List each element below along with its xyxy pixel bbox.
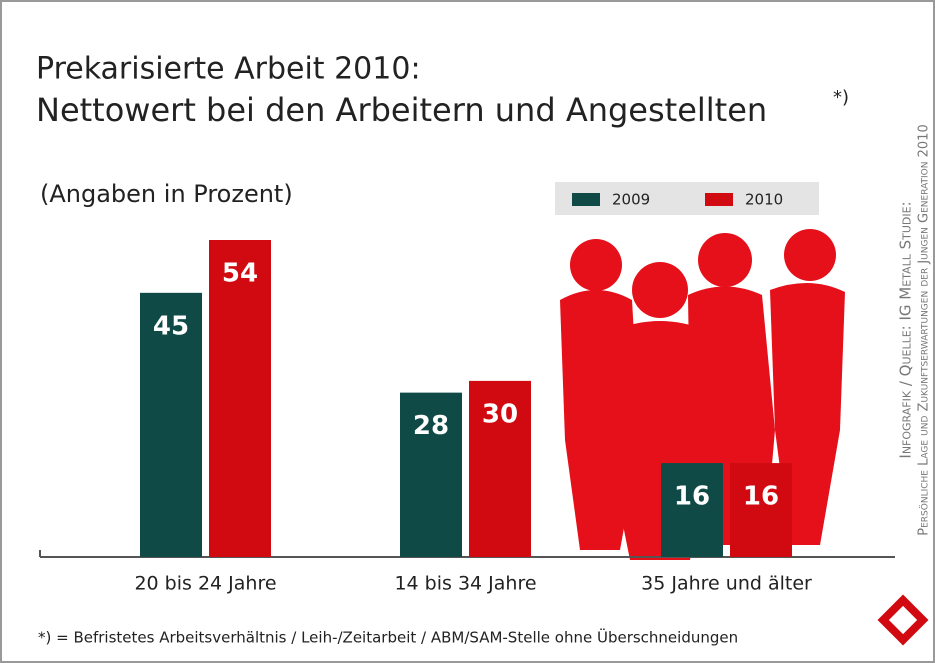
value-label: 16	[674, 482, 710, 512]
value-label: 30	[482, 399, 518, 429]
chart-title: Prekarisierte Arbeit 2010:	[36, 52, 421, 87]
legend-swatch	[705, 193, 733, 206]
legend-label: 2010	[745, 191, 783, 209]
x-tick-label: 20 bis 24 Jahre	[134, 573, 276, 595]
chart: Prekarisierte Arbeit 2010: Nettowert bei…	[0, 0, 935, 663]
legend-swatch	[572, 193, 600, 206]
legend-label: 2009	[612, 191, 650, 209]
title-note: *)	[833, 87, 849, 108]
source-line: Infografik / Quelle: IG Metall Studie:	[897, 201, 915, 458]
source-line: Persönliche Lage und Zukunftserwartungen…	[917, 124, 932, 535]
value-label: 45	[153, 311, 189, 341]
footnote: *) = Befristetes Arbeitsverhältnis / Lei…	[38, 628, 738, 647]
x-tick-label: 35 Jahre und älter	[641, 573, 812, 595]
chart-subtitle: Nettowert bei den Arbeitern und Angestel…	[36, 91, 767, 129]
x-tick-label: 14 bis 34 Jahre	[394, 573, 536, 595]
value-label: 54	[222, 259, 258, 289]
unit-note: (Angaben in Prozent)	[40, 180, 293, 208]
value-label: 28	[413, 411, 449, 441]
value-label: 16	[743, 482, 779, 512]
